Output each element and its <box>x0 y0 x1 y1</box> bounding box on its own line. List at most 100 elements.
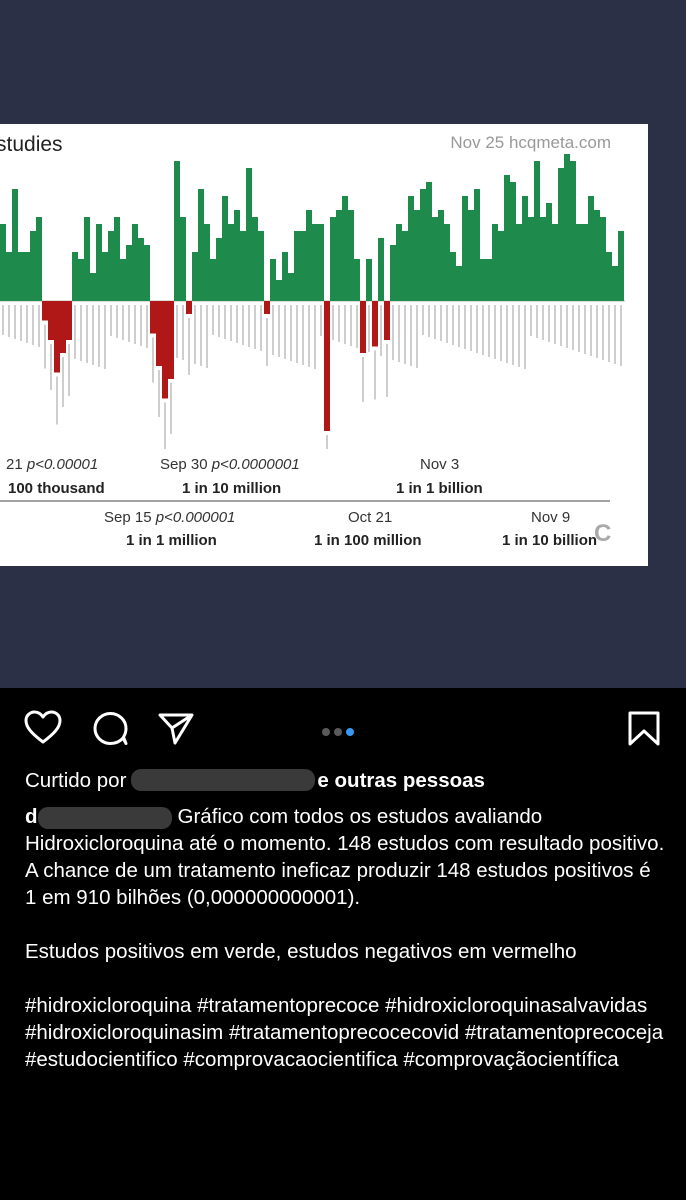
bar <box>504 175 510 301</box>
bar <box>162 301 168 399</box>
bar <box>156 301 162 366</box>
bar <box>216 238 222 301</box>
milestone-bottom-3-date: Nov 9 <box>531 509 570 526</box>
post-caption: Curtido por e outras pessoas d Gráfico co… <box>25 765 665 1073</box>
bar <box>342 196 348 301</box>
bar <box>252 217 258 301</box>
bar <box>72 252 78 301</box>
bar-chart: studies Nov 25 hcqmeta.com 21 p<0.00001 … <box>0 133 625 549</box>
milestone-top-1-odds: 100 thousand <box>8 480 105 497</box>
bar <box>486 259 492 301</box>
bar <box>366 259 372 301</box>
bar <box>444 224 450 301</box>
bar <box>36 217 42 301</box>
post-media[interactable]: studies Nov 25 hcqmeta.com 21 p<0.00001 … <box>0 0 686 688</box>
bar <box>402 231 408 301</box>
caption-hashtags[interactable]: #hidroxicloroquina #tratamentoprecoce #h… <box>25 994 664 1071</box>
bar <box>528 217 534 301</box>
send-icon[interactable] <box>156 708 196 748</box>
bar <box>180 217 186 301</box>
bar <box>348 210 354 301</box>
bar <box>270 259 276 301</box>
bar <box>288 273 294 301</box>
bookmark-icon[interactable] <box>624 708 664 748</box>
bar <box>534 161 540 301</box>
bar <box>582 224 588 301</box>
milestone-bottom-1-odds: 1 in 1 million <box>126 532 217 549</box>
bar <box>378 238 384 301</box>
milestone-bottom-3-odds: 1 in 10 billion <box>502 532 597 549</box>
caption-text: d Gráfico com todos os estudos avaliando … <box>25 803 665 911</box>
bar <box>300 231 306 301</box>
bar <box>594 210 600 301</box>
redacted-author <box>37 806 172 829</box>
bar <box>144 245 150 301</box>
bar <box>114 217 120 301</box>
bar <box>372 301 378 347</box>
bar <box>168 301 174 379</box>
bar <box>432 217 438 301</box>
heart-icon[interactable] <box>23 708 63 748</box>
bar <box>390 245 396 301</box>
bar <box>90 273 96 301</box>
redacted-username <box>131 769 316 791</box>
study-labels <box>2 305 622 449</box>
carousel-dot <box>334 728 342 736</box>
bar <box>84 217 90 301</box>
bar <box>360 301 366 353</box>
caption-legend: Estudos positivos em verde, estudos nega… <box>25 940 577 963</box>
bar <box>12 189 18 301</box>
bar <box>48 301 54 340</box>
bar <box>120 259 126 301</box>
bar <box>426 182 432 301</box>
milestone-top-1-date: 21 p<0.00001 <box>6 456 98 473</box>
bar <box>108 231 114 301</box>
bar <box>42 301 48 321</box>
liked-suffix: e outras pessoas <box>317 768 485 792</box>
bar <box>330 217 336 301</box>
bar <box>282 252 288 301</box>
bar <box>204 224 210 301</box>
liked-prefix: Curtido por <box>25 768 127 792</box>
bar <box>516 224 522 301</box>
milestone-top-2-date: Sep 30 p<0.0000001 <box>160 456 300 473</box>
milestone-top-3-date: Nov 3 <box>420 456 459 473</box>
bar <box>558 168 564 301</box>
bar <box>198 189 204 301</box>
bar <box>498 231 504 301</box>
bar <box>306 210 312 301</box>
bar <box>18 252 24 301</box>
bar <box>186 301 192 314</box>
bar <box>510 182 516 301</box>
bar <box>318 224 324 301</box>
caption-body: Gráfico com todos os estudos avaliando H… <box>25 805 665 909</box>
bar <box>264 301 270 314</box>
bar <box>492 224 498 301</box>
bar <box>246 168 252 301</box>
carousel-dot-active <box>346 728 354 736</box>
bar <box>240 231 246 301</box>
milestone-bottom-2-date: Oct 21 <box>348 509 392 526</box>
bar <box>456 266 462 301</box>
bar <box>438 210 444 301</box>
bar <box>540 217 546 301</box>
bars-group <box>0 154 624 431</box>
bar <box>354 259 360 301</box>
bar <box>258 231 264 301</box>
carousel-dot <box>322 728 330 736</box>
author-username[interactable]: d <box>25 805 38 828</box>
bar <box>546 203 552 301</box>
action-bar <box>0 688 686 768</box>
bar <box>0 224 6 301</box>
bar <box>564 154 570 301</box>
bar <box>174 161 180 301</box>
bar <box>66 301 72 340</box>
bar <box>420 189 426 301</box>
liked-by-row[interactable]: Curtido por e outras pessoas <box>25 765 665 795</box>
comment-icon[interactable] <box>90 708 130 748</box>
bar <box>414 210 420 301</box>
chart-title: studies <box>0 133 63 156</box>
bar <box>552 224 558 301</box>
bar <box>126 245 132 301</box>
milestone-bottom-1-date: Sep 15 p<0.000001 <box>104 509 235 526</box>
